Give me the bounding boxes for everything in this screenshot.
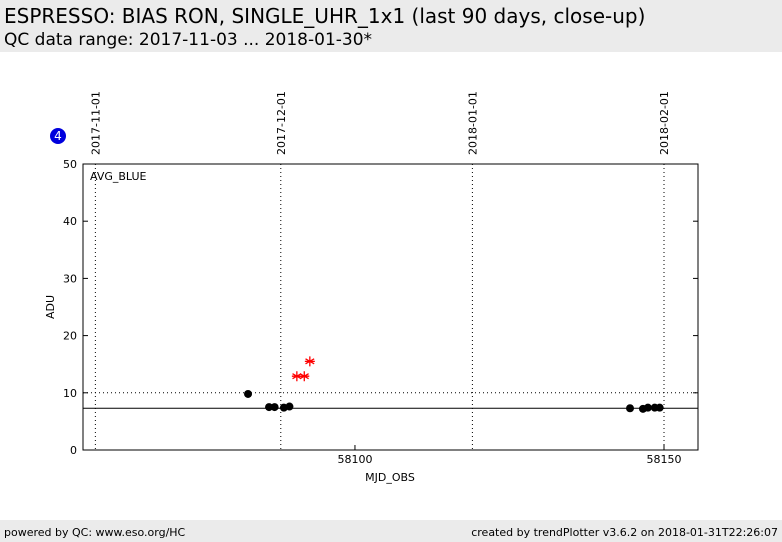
x2-tick-label: 2017-12-01 (275, 91, 288, 155)
outlier-point (291, 371, 302, 382)
x2-tick-label: 2017-11-01 (89, 91, 102, 155)
data-point (244, 389, 253, 398)
y-tick-label: 30 (63, 272, 77, 285)
footer-left: powered by QC: www.eso.org/HC (4, 526, 186, 539)
header-band (0, 0, 782, 52)
footer-right: created by trendPlotter v3.6.2 on 2018-0… (471, 526, 778, 539)
data-point (285, 402, 294, 411)
x-axis-label: MJD_OBS (365, 471, 415, 484)
data-point (643, 403, 652, 412)
y-tick-label: 50 (63, 158, 77, 171)
x2-tick-label: 2018-01-01 (466, 91, 479, 155)
footer-band (0, 520, 782, 542)
data-point (270, 403, 279, 412)
data-point (655, 403, 664, 412)
outlier-point (304, 356, 315, 367)
outlier-point (299, 371, 310, 382)
y-axis-label: ADU (44, 295, 57, 319)
x-tick-label: 58150 (647, 453, 682, 466)
y-tick-label: 0 (70, 444, 77, 457)
badge: 4 (54, 129, 62, 143)
y-tick-label: 10 (63, 387, 77, 400)
data-point (265, 403, 274, 412)
data-point (626, 404, 635, 413)
x2-tick-label: 2018-02-01 (658, 91, 671, 155)
y-tick-label: 20 (63, 330, 77, 343)
panel-label: AVG_BLUE (90, 170, 147, 183)
y-tick-label: 40 (63, 215, 77, 228)
page-title: ESPRESSO: BIAS RON, SINGLE_UHR_1x1 (last… (4, 4, 645, 28)
plot-frame (82, 163, 699, 451)
badge-circle (50, 128, 66, 144)
page-subtitle: QC data range: 2017-11-03 ... 2018-01-30… (4, 30, 372, 50)
x-tick-label: 58100 (337, 453, 372, 466)
